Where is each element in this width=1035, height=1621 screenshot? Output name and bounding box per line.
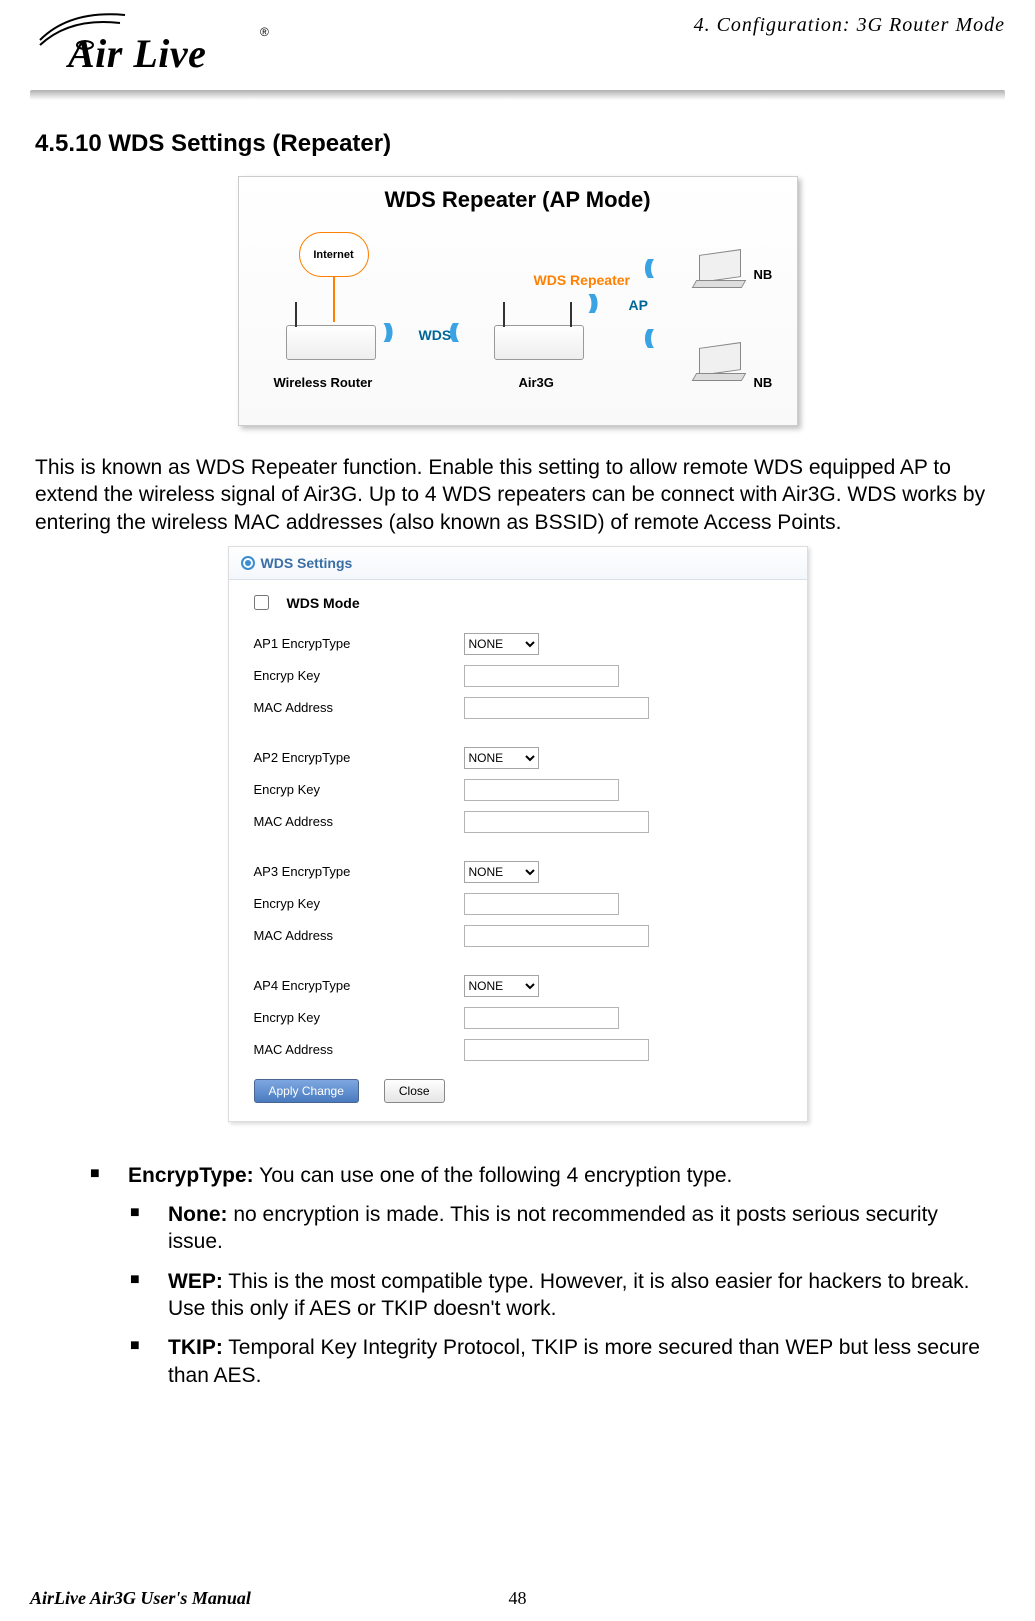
wave-icon: ))) xyxy=(454,321,459,344)
internet-cloud-icon: Internet xyxy=(299,232,369,277)
ap3-mac-input[interactable] xyxy=(464,925,649,947)
ap1-mac-input[interactable] xyxy=(464,697,649,719)
apply-change-button[interactable]: Apply Change xyxy=(254,1079,359,1103)
internet-link-line xyxy=(333,277,335,322)
ap2-key-label: Encryp Key xyxy=(254,782,464,797)
sub-bullet-wep-label: WEP: xyxy=(168,1270,223,1293)
sub-bullet-none-text: no encryption is made. This is not recom… xyxy=(168,1203,938,1253)
laptop-icon xyxy=(689,345,749,385)
ap1-key-input[interactable] xyxy=(464,665,619,687)
ap4-group: AP4 EncrypType NONE Encryp Key MAC Addre… xyxy=(254,975,782,1061)
sub-bullet-wep: WEP: This is the most compatible type. H… xyxy=(130,1268,985,1323)
ap1-encryp-select[interactable]: NONE xyxy=(464,633,539,655)
ap4-mac-input[interactable] xyxy=(464,1039,649,1061)
internet-label: Internet xyxy=(313,249,353,261)
intro-paragraph: This is known as WDS Repeater function. … xyxy=(30,454,1005,536)
wds-settings-panel: WDS Settings WDS Mode AP1 EncrypType NON… xyxy=(228,546,808,1122)
ap2-mac-input[interactable] xyxy=(464,811,649,833)
bullet-encryptype: EncrypType: You can use one of the follo… xyxy=(90,1162,985,1189)
laptop-icon xyxy=(689,252,749,292)
bullet-encryptype-label: EncrypType: xyxy=(128,1164,254,1187)
sub-bullet-tkip: TKIP: Temporal Key Integrity Protocol, T… xyxy=(130,1334,985,1389)
wireless-router-label: Wireless Router xyxy=(274,375,373,390)
ap1-mac-label: MAC Address xyxy=(254,700,464,715)
ap3-mac-label: MAC Address xyxy=(254,928,464,943)
wds-label: WDS xyxy=(419,327,452,343)
sub-bullet-wep-text: This is the most compatible type. Howeve… xyxy=(168,1270,969,1320)
ap3-group: AP3 EncrypType NONE Encryp Key MAC Addre… xyxy=(254,861,782,947)
wave-icon: ))) xyxy=(589,292,594,315)
wds-repeater-label: WDS Repeater xyxy=(534,272,630,288)
ap3-key-label: Encryp Key xyxy=(254,896,464,911)
ap3-key-input[interactable] xyxy=(464,893,619,915)
wds-repeater-diagram: WDS Repeater (AP Mode) Internet Wireless… xyxy=(238,176,798,426)
wave-icon: ))) xyxy=(384,321,389,344)
ap4-mac-label: MAC Address xyxy=(254,1042,464,1057)
ap2-mac-label: MAC Address xyxy=(254,814,464,829)
ap2-group: AP2 EncrypType NONE Encryp Key MAC Addre… xyxy=(254,747,782,833)
nb-label-1: NB xyxy=(754,267,773,282)
ap1-key-label: Encryp Key xyxy=(254,668,464,683)
wave-icon: ))) xyxy=(649,327,654,350)
ap1-group: AP1 EncrypType NONE Encryp Key MAC Addre… xyxy=(254,633,782,719)
footer-manual-name: AirLive Air3G User's Manual xyxy=(30,1588,251,1609)
registered-icon: ® xyxy=(260,25,269,39)
footer-page-number: 48 xyxy=(509,1588,527,1609)
radio-icon xyxy=(241,556,255,570)
ap2-key-input[interactable] xyxy=(464,779,619,801)
header-divider xyxy=(30,90,1005,100)
wds-mode-label: WDS Mode xyxy=(287,595,360,611)
bullet-encryptype-text: You can use one of the following 4 encry… xyxy=(254,1164,733,1187)
ap3-encryp-select[interactable]: NONE xyxy=(464,861,539,883)
brand-logo: Air Live ® xyxy=(30,10,270,80)
logo-text: Air Live xyxy=(68,30,206,77)
wireless-router-icon xyxy=(286,325,376,360)
diagram-title: WDS Repeater (AP Mode) xyxy=(239,177,797,213)
sub-bullet-none: None: no encryption is made. This is not… xyxy=(130,1201,985,1256)
ap4-key-input[interactable] xyxy=(464,1007,619,1029)
wds-mode-checkbox[interactable] xyxy=(254,595,269,610)
sub-bullet-tkip-text: Temporal Key Integrity Protocol, TKIP is… xyxy=(168,1336,980,1386)
chapter-label: 4. Configuration: 3G Router Mode xyxy=(694,10,1005,37)
air3g-label: Air3G xyxy=(519,375,554,390)
sub-bullet-none-label: None: xyxy=(168,1203,228,1226)
wave-icon: ))) xyxy=(649,257,654,280)
settings-title: WDS Settings xyxy=(261,555,353,571)
sub-bullet-tkip-label: TKIP: xyxy=(168,1336,223,1359)
ap4-key-label: Encryp Key xyxy=(254,1010,464,1025)
ap4-encryp-select[interactable]: NONE xyxy=(464,975,539,997)
ap1-encryp-label: AP1 EncrypType xyxy=(254,636,464,651)
nb-label-2: NB xyxy=(754,375,773,390)
settings-header: WDS Settings xyxy=(229,547,807,580)
ap2-encryp-label: AP2 EncrypType xyxy=(254,750,464,765)
section-heading: 4.5.10 WDS Settings (Repeater) xyxy=(30,130,1005,158)
ap2-encryp-select[interactable]: NONE xyxy=(464,747,539,769)
ap3-encryp-label: AP3 EncrypType xyxy=(254,864,464,879)
air3g-router-icon xyxy=(494,325,584,360)
ap4-encryp-label: AP4 EncrypType xyxy=(254,978,464,993)
close-button[interactable]: Close xyxy=(384,1079,445,1103)
ap-label: AP xyxy=(629,297,648,313)
